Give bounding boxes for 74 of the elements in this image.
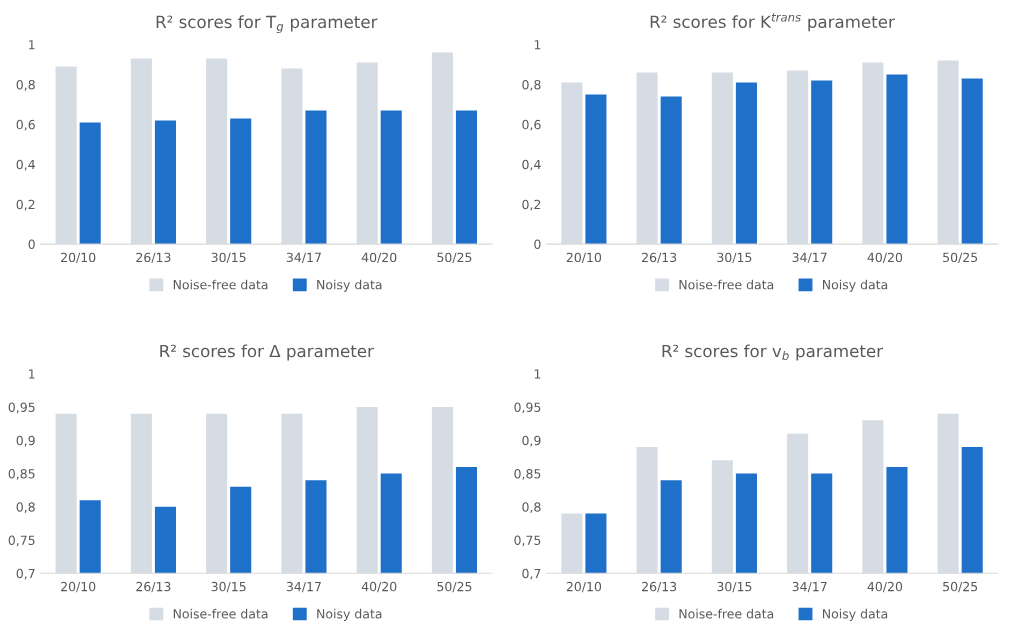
x-tick-label: 34/17: [286, 252, 321, 264]
y-tick-label: 1: [534, 40, 541, 50]
x-tick-label: 26/13: [136, 581, 171, 593]
y-tick-label: 0: [534, 239, 541, 250]
y-tick-label: 1: [534, 369, 541, 379]
x-tick-label: 30/15: [211, 581, 246, 593]
chart-title: R² scores for T$_{g}$ parameter: [156, 15, 378, 34]
x-tick-label: 50/25: [437, 252, 472, 264]
x-tick-label: 20/10: [566, 581, 602, 593]
legend-label: Noise-free data: [173, 608, 268, 619]
y-tick-label: 0,9: [522, 435, 541, 447]
y-tick-label: 0,8: [522, 79, 541, 91]
x-tick-label: 34/17: [792, 581, 827, 593]
x-tick-label: 30/15: [717, 252, 752, 264]
y-tick-label: 0,2: [16, 199, 35, 211]
y-tick-label: 0,75: [8, 535, 35, 547]
x-tick-label: 30/15: [211, 252, 246, 264]
y-tick-label: 0,4: [16, 159, 35, 171]
y-tick-label: 0,95: [514, 402, 541, 414]
bar: [886, 74, 908, 245]
bar: [961, 78, 983, 245]
y-tick-label: 0,8: [16, 502, 35, 513]
bar: [660, 96, 682, 245]
bar: [585, 94, 607, 245]
bar: [380, 110, 402, 245]
y-tick-label: 0,9: [16, 435, 35, 447]
y-tick-label: 0,6: [522, 119, 541, 131]
bar: [735, 82, 757, 245]
legend-label: Noise-free data: [679, 279, 774, 290]
bar: [811, 80, 833, 245]
y-tick-label: 0,75: [514, 535, 541, 547]
x-tick-label: 30/15: [717, 581, 752, 593]
x-tick-label: 20/10: [61, 252, 96, 264]
x-tick-label: 50/25: [437, 581, 472, 593]
y-tick-label: 0,7: [16, 568, 35, 580]
legend-label: Noisy data: [317, 608, 382, 621]
legend-label: Noise-free data: [679, 608, 774, 619]
x-tick-label: 26/13: [642, 252, 677, 264]
y-tick-label: 1: [29, 40, 35, 50]
y-tick-label: 0,8: [16, 79, 35, 91]
x-tick-label: 26/13: [642, 581, 677, 593]
y-tick-label: 0,85: [514, 469, 541, 480]
x-tick-label: 20/10: [61, 581, 96, 593]
bar: [305, 110, 327, 245]
legend-label: Noisy data: [822, 279, 888, 292]
x-tick-label: 40/20: [361, 252, 397, 264]
y-tick-label: 0,8: [522, 502, 541, 513]
legend-label: Noisy data: [822, 608, 888, 621]
y-tick-label: 0,2: [522, 199, 541, 211]
chart-title: R² scores for v$_{b}$ parameter: [662, 344, 884, 361]
bar: [79, 122, 101, 245]
x-tick-label: 34/17: [792, 252, 827, 264]
y-tick-label: 0: [28, 239, 35, 250]
legend-label: Noisy data: [317, 279, 382, 292]
y-tick-label: 0,85: [8, 469, 35, 480]
x-tick-label: 40/20: [867, 252, 903, 264]
bar: [455, 110, 478, 245]
y-tick-label: 1: [29, 369, 35, 379]
x-tick-label: 50/25: [943, 252, 978, 264]
y-tick-label: 0,95: [8, 402, 35, 414]
x-tick-label: 34/17: [286, 581, 321, 593]
x-tick-label: 40/20: [361, 581, 397, 593]
legend-label: Noise-free data: [173, 279, 268, 290]
bar: [154, 120, 176, 245]
x-tick-label: 20/10: [566, 252, 602, 264]
y-tick-label: 0,4: [522, 159, 541, 171]
bar: [230, 118, 252, 245]
x-tick-label: 40/20: [867, 581, 903, 593]
x-tick-label: 50/25: [943, 581, 978, 593]
chart-title: R² scores for Δ parameter: [160, 344, 374, 361]
y-tick-label: 0,7: [522, 568, 541, 580]
x-tick-label: 26/13: [136, 252, 171, 264]
chart-title: R² scores for K$^{trans}$ parameter: [650, 13, 895, 32]
y-tick-label: 0,6: [16, 119, 35, 131]
